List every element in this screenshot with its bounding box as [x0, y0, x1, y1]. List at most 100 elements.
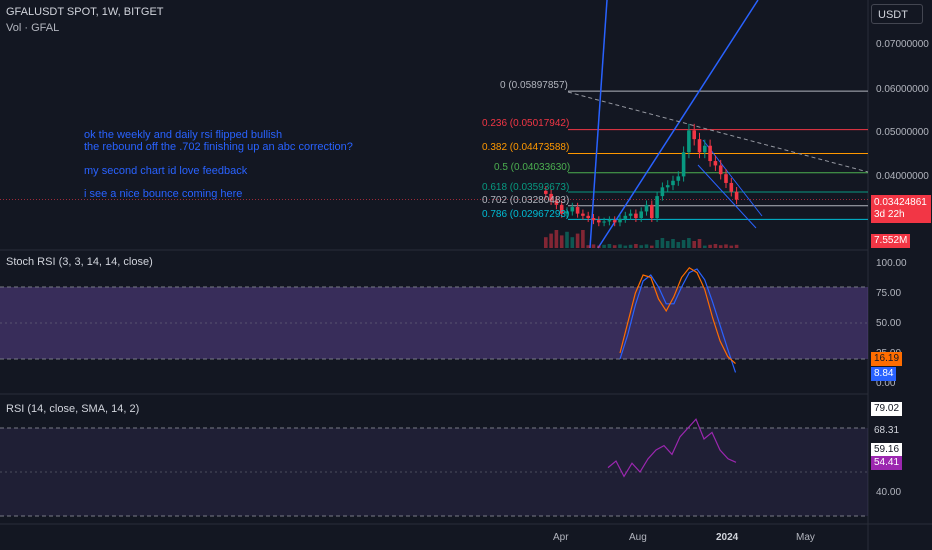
time-axis-label: Aug — [629, 532, 647, 543]
candle-body — [713, 161, 718, 166]
candle-body — [665, 185, 670, 188]
candle-body — [634, 213, 638, 218]
candle-body — [729, 182, 734, 192]
price-axis-label: 0.04000000 — [876, 171, 929, 182]
channel-line — [702, 139, 763, 217]
volume-bar — [618, 244, 622, 248]
candle-body — [660, 187, 665, 197]
candle-body — [718, 165, 723, 175]
candle-body — [708, 145, 712, 162]
volume-bar — [655, 240, 659, 248]
volume-bar — [575, 233, 580, 248]
fib-label-0702[interactable]: 0.702 (0.03280483) — [482, 195, 570, 206]
stoch-axis-label: 0.00 — [876, 378, 896, 389]
volume-bar — [734, 244, 739, 248]
volume-bar — [718, 245, 723, 248]
volume-bar — [644, 244, 649, 248]
volume-bar — [724, 244, 728, 248]
volume-bar — [681, 240, 686, 248]
price-axis-label: 0.06000000 — [876, 84, 929, 95]
candle-body — [671, 180, 675, 186]
fib-label-0786[interactable]: 0.786 (0.02967293) — [482, 209, 570, 220]
rsi-band — [0, 428, 868, 516]
candle-body — [544, 190, 548, 194]
candle-body — [639, 211, 643, 218]
rsi-upper-tag: 79.02 — [871, 402, 903, 416]
stoch-axis-label: 75.00 — [876, 288, 902, 299]
candle-body — [612, 220, 617, 223]
price-axis-label: 0.07000000 — [876, 39, 929, 50]
volume-bar — [628, 244, 633, 248]
volume-bar — [639, 245, 643, 248]
volume-bar — [687, 238, 691, 248]
volume-bar — [697, 239, 702, 248]
volume-bar — [713, 244, 718, 248]
volume-bar — [703, 245, 707, 248]
time-axis-label: 2024 — [716, 532, 739, 543]
stoch-k-tag: 16.19 — [871, 352, 903, 366]
symbol-title: GFALUSDT SPOT, 1W, BITGET — [6, 6, 164, 18]
candle-body — [697, 139, 702, 153]
candle-body — [650, 204, 654, 218]
candle-body — [559, 204, 564, 214]
rsi-sma-tag: 59.16 — [871, 443, 903, 457]
volume-legend: Vol · GFAL — [6, 22, 60, 34]
candle-body — [565, 211, 569, 214]
volume-bar — [565, 231, 569, 248]
volume-bar — [634, 244, 638, 248]
time-axis-label: May — [796, 532, 815, 543]
candle-body — [676, 176, 681, 181]
candle-body — [554, 200, 559, 205]
candle-body — [655, 196, 659, 218]
volume-bar — [544, 237, 548, 248]
note-4[interactable]: i see a nice bounce coming here — [84, 188, 243, 200]
candle-body — [618, 218, 622, 223]
volume-bar — [559, 235, 564, 248]
fib-label-0618[interactable]: 0.618 (0.03593673) — [482, 182, 570, 193]
candle-body — [644, 204, 649, 212]
candle-body — [734, 191, 739, 200]
volume-bar — [602, 244, 606, 248]
fib-label-0[interactable]: 0 (0.05897857) — [500, 80, 568, 91]
dashed-resistance-line — [567, 91, 869, 173]
candle-body — [607, 220, 612, 222]
rsi-axis-label: 40.00 — [876, 487, 902, 498]
stoch-rsi-title[interactable]: Stoch RSI (3, 3, 14, 14, close) — [6, 256, 153, 268]
candle-body — [586, 215, 590, 218]
note-1[interactable]: ok the weekly and daily rsi flipped bull… — [84, 129, 283, 141]
volume-bar — [570, 237, 575, 248]
volume-bar — [554, 230, 559, 248]
stoch-d-tag: 8.84 — [871, 367, 897, 381]
volume-bar — [729, 245, 734, 248]
fib-label-05[interactable]: 0.5 (0.04033630) — [494, 162, 571, 173]
candle-body — [570, 207, 575, 212]
trend-line — [589, 0, 608, 249]
fib-label-0382[interactable]: 0.382 (0.04473588) — [482, 142, 570, 153]
currency-button[interactable]: USDT — [871, 4, 923, 24]
last-price-tag: 0.03424861 3d 22h — [871, 195, 931, 223]
volume-bar — [549, 233, 553, 248]
candle-body — [575, 207, 580, 214]
volume-bar — [612, 245, 617, 248]
stoch-k-line — [619, 267, 736, 365]
note-3[interactable]: my second chart id love feedback — [84, 165, 248, 177]
volume-bar — [676, 242, 681, 248]
volume-bar — [660, 238, 665, 248]
candle-body — [581, 213, 585, 216]
price-axis-label: 0.05000000 — [876, 127, 929, 138]
candle-body — [623, 215, 628, 219]
stoch-d-line — [619, 268, 737, 373]
fib-label-0236[interactable]: 0.236 (0.05017942) — [482, 118, 570, 129]
volume-bar — [591, 244, 596, 248]
candle-body — [628, 213, 633, 216]
volume-bar — [581, 230, 585, 248]
rsi-title[interactable]: RSI (14, close, SMA, 14, 2) — [6, 403, 140, 415]
volume-bar — [708, 244, 712, 248]
stoch-axis-label: 50.00 — [876, 318, 902, 329]
rsi-line — [607, 418, 737, 478]
time-axis-label: Apr — [553, 532, 569, 543]
note-2[interactable]: the rebound off the .702 finishing up an… — [84, 141, 353, 153]
candle-body — [681, 152, 686, 177]
